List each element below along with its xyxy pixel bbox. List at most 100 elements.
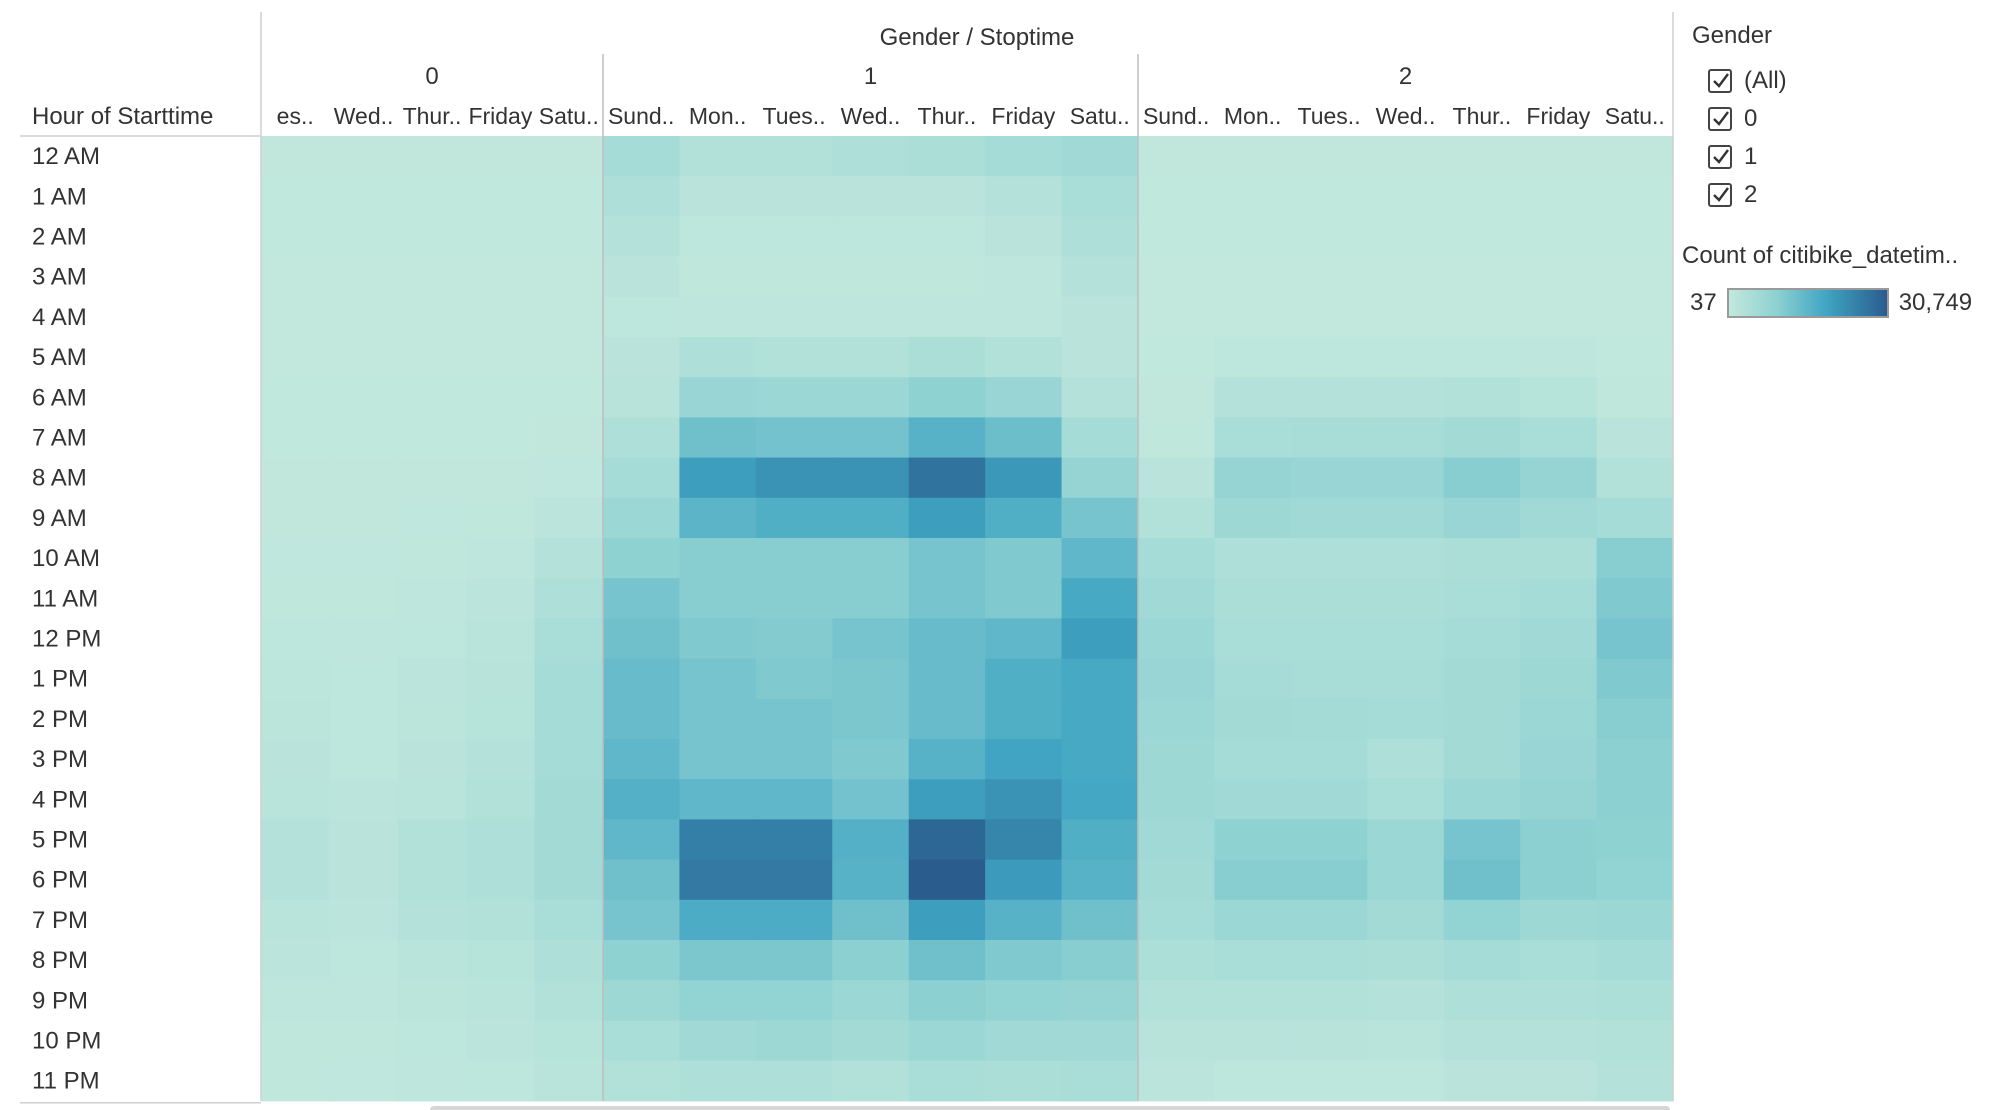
- checkbox-icon[interactable]: [1708, 183, 1732, 207]
- heatmap-cell: [832, 698, 910, 740]
- heatmap-cell: [832, 417, 910, 459]
- heatmap-cell: [329, 940, 399, 981]
- heatmap-cell: [1138, 578, 1216, 619]
- heatmap-cell: [679, 457, 757, 499]
- heatmap-cell: [466, 940, 536, 981]
- gender-filter-item[interactable]: 2: [1692, 176, 2002, 214]
- row-label: 9 AM: [32, 505, 87, 532]
- heatmap-cell: [261, 337, 330, 378]
- heatmap-cell: [603, 819, 681, 861]
- heatmap-cell: [397, 256, 467, 298]
- heatmap-cell: [261, 417, 330, 459]
- heatmap-cell: [908, 216, 986, 258]
- heatmap-cell: [534, 497, 604, 539]
- heatmap-cell: [1367, 1060, 1445, 1102]
- heatmap-cell: [1290, 618, 1368, 660]
- checkbox-icon[interactable]: [1708, 145, 1732, 169]
- heatmap-cell: [1367, 1020, 1445, 1062]
- heatmap-cell: [1138, 779, 1216, 820]
- heatmap-cell: [1596, 1020, 1674, 1062]
- heatmap-cell: [1138, 739, 1216, 780]
- heatmap-cell: [908, 859, 986, 901]
- heatmap-cell: [679, 216, 757, 258]
- row-label: 9 PM: [32, 987, 88, 1014]
- heatmap-cell: [1367, 256, 1445, 298]
- heatmap-cell: [985, 578, 1063, 619]
- heatmap-cell: [1520, 779, 1598, 820]
- row-label: 12 AM: [32, 143, 100, 170]
- heatmap-cell: [1520, 980, 1598, 1021]
- heatmap-cell: [603, 1020, 681, 1062]
- heatmap-cell: [466, 497, 536, 539]
- heatmap-cell: [466, 1020, 536, 1062]
- heatmap-cell: [908, 899, 986, 941]
- heatmap-cell: [397, 216, 467, 258]
- heatmap-cell: [534, 417, 604, 459]
- gender-filter-item[interactable]: 1: [1692, 138, 2002, 176]
- heatmap-cell: [603, 256, 681, 298]
- heatmap-cell: [908, 658, 986, 700]
- heatmap-cell: [985, 899, 1063, 941]
- row-header: Hour of Starttime: [32, 103, 213, 130]
- heatmap-cell: [329, 980, 399, 1021]
- heatmap-cell: [1138, 859, 1216, 901]
- heatmap-cell: [1061, 779, 1139, 820]
- heatmap-cell: [1290, 337, 1368, 378]
- heatmap-cell: [755, 859, 833, 901]
- heatmap-cell: [679, 377, 757, 418]
- heatmap-cell: [603, 417, 681, 459]
- heatmap-cell: [1290, 497, 1368, 539]
- heatmap-cell: [261, 497, 330, 539]
- heatmap-cell: [329, 497, 399, 539]
- heatmap-cell: [1061, 698, 1139, 740]
- heatmap-cell: [603, 859, 681, 901]
- heatmap-cell: [679, 779, 757, 820]
- gender-filter-item[interactable]: (All): [1692, 62, 2002, 100]
- heatmap-cell: [985, 457, 1063, 499]
- heatmap-cell: [1520, 417, 1598, 459]
- heatmap-cell: [985, 940, 1063, 981]
- heatmap-cell: [397, 337, 467, 378]
- row-label: 6 AM: [32, 384, 87, 411]
- heatmap-cell: [679, 739, 757, 780]
- heatmap-cell: [908, 337, 986, 378]
- heatmap-cell: [397, 899, 467, 941]
- row-label: 1 PM: [32, 666, 88, 693]
- row-labels: 12 AM 1 AM 2 AM 3 AM 4 AM 5 AM 6 AM 7 AM 8 AM 9 A…: [32, 143, 101, 1095]
- heatmap-cell: [1138, 538, 1216, 579]
- heatmap-cell: [755, 739, 833, 780]
- heatmap-cell: [603, 216, 681, 258]
- heatmap-cell: [1138, 417, 1216, 459]
- heatmap-cell: [397, 497, 467, 539]
- heatmap-cell: [832, 176, 910, 217]
- heatmap-cell: [329, 779, 399, 820]
- heatmap-cell: [1138, 136, 1216, 177]
- heatmap-cell: [679, 296, 757, 338]
- heatmap-cell: [1596, 337, 1674, 378]
- heatmap-cell: [603, 337, 681, 378]
- heatmap-cell: [1367, 296, 1445, 338]
- horizontal-scrollbar[interactable]: [430, 1106, 1670, 1110]
- heatmap-cell: [397, 618, 467, 660]
- gender-filter-item[interactable]: 0: [1692, 100, 2002, 138]
- heatmap-cell: [1290, 1020, 1368, 1062]
- heatmap-cell: [1290, 176, 1368, 217]
- heatmap-cell: [1520, 457, 1598, 499]
- color-min-label: 37: [1690, 289, 1717, 316]
- heatmap-cell: [1520, 497, 1598, 539]
- heatmap-cell: [603, 618, 681, 660]
- heatmap-cell: [985, 176, 1063, 217]
- row-label: 2 PM: [32, 706, 88, 733]
- heatmap-cell: [1290, 1060, 1368, 1102]
- heatmap-cell: [1290, 859, 1368, 901]
- heatmap-cell: [466, 457, 536, 499]
- heatmap-cell: [679, 1060, 757, 1102]
- heatmap-cell: [985, 497, 1063, 539]
- checkbox-icon[interactable]: [1708, 69, 1732, 93]
- checkbox-icon[interactable]: [1708, 107, 1732, 131]
- heatmap-cell: [832, 1020, 910, 1062]
- heatmap-cell: [329, 658, 399, 700]
- heatmap-cell: [1214, 296, 1292, 338]
- column-label: Mon..: [689, 103, 747, 129]
- heatmap-cell: [1443, 216, 1521, 258]
